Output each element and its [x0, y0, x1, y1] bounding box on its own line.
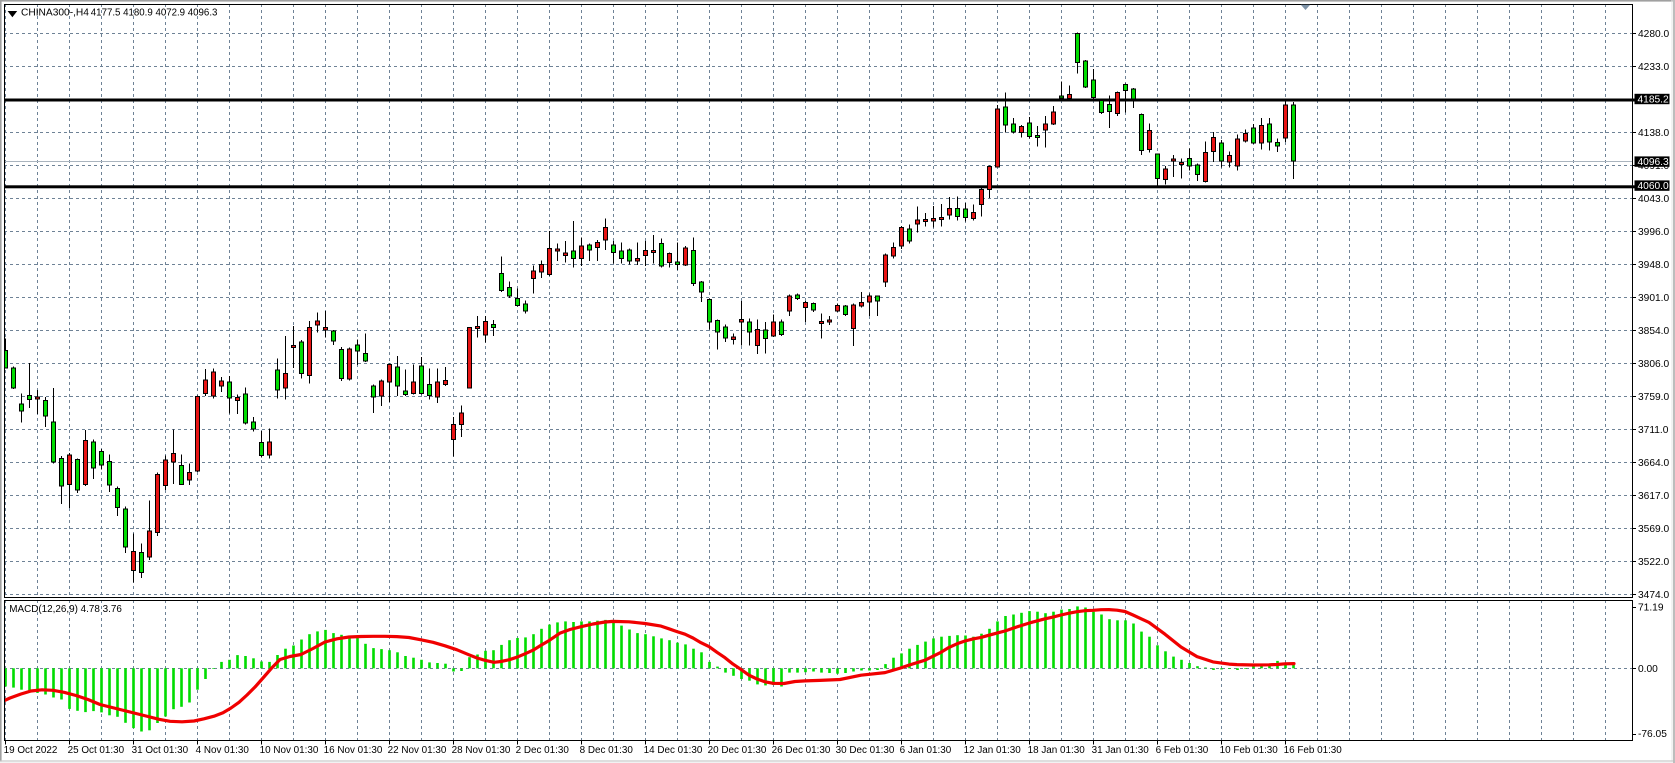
svg-text:12 Jan 01:30: 12 Jan 01:30	[964, 745, 1022, 756]
svg-text:4096.3: 4096.3	[1638, 157, 1669, 168]
svg-text:19 Oct 2022: 19 Oct 2022	[4, 745, 58, 756]
svg-text:4177.5 4180.9 4072.9 4096.3: 4177.5 4180.9 4072.9 4096.3	[91, 7, 218, 18]
svg-text:2 Dec 01:30: 2 Dec 01:30	[516, 745, 570, 756]
svg-text:CHINA300-,H4: CHINA300-,H4	[21, 7, 89, 18]
svg-text:MACD(12,26,9) 4.78 3.76: MACD(12,26,9) 4.78 3.76	[9, 604, 122, 615]
svg-text:6 Feb 01:30: 6 Feb 01:30	[1156, 745, 1209, 756]
svg-text:4043.0: 4043.0	[1638, 194, 1669, 205]
svg-text:4280.0: 4280.0	[1638, 29, 1669, 40]
svg-text:3996.0: 3996.0	[1638, 227, 1669, 238]
svg-text:26 Dec 01:30: 26 Dec 01:30	[772, 745, 831, 756]
svg-text:-76.05: -76.05	[1638, 729, 1667, 740]
svg-text:4138.0: 4138.0	[1638, 128, 1669, 139]
svg-text:3569.0: 3569.0	[1638, 524, 1669, 535]
svg-text:6 Jan 01:30: 6 Jan 01:30	[900, 745, 952, 756]
svg-text:3474.0: 3474.0	[1638, 590, 1669, 601]
svg-text:8 Dec 01:30: 8 Dec 01:30	[580, 745, 634, 756]
svg-text:71.19: 71.19	[1638, 602, 1664, 613]
svg-text:4 Nov 01:30: 4 Nov 01:30	[196, 745, 250, 756]
svg-text:4185.2: 4185.2	[1638, 95, 1669, 106]
svg-text:20 Dec 01:30: 20 Dec 01:30	[708, 745, 767, 756]
svg-text:3948.0: 3948.0	[1638, 260, 1669, 271]
svg-text:3617.0: 3617.0	[1638, 491, 1669, 502]
svg-text:25 Oct 01:30: 25 Oct 01:30	[68, 745, 125, 756]
svg-text:31 Jan 01:30: 31 Jan 01:30	[1092, 745, 1150, 756]
svg-text:14 Dec 01:30: 14 Dec 01:30	[644, 745, 703, 756]
svg-text:3806.0: 3806.0	[1638, 359, 1669, 370]
svg-text:31 Oct 01:30: 31 Oct 01:30	[132, 745, 189, 756]
svg-text:3759.0: 3759.0	[1638, 392, 1669, 403]
svg-text:3854.0: 3854.0	[1638, 326, 1669, 337]
svg-text:10 Feb 01:30: 10 Feb 01:30	[1220, 745, 1279, 756]
svg-text:3901.0: 3901.0	[1638, 293, 1669, 304]
svg-text:16 Nov 01:30: 16 Nov 01:30	[324, 745, 383, 756]
svg-text:3522.0: 3522.0	[1638, 557, 1669, 568]
svg-text:4233.0: 4233.0	[1638, 62, 1669, 73]
svg-text:22 Nov 01:30: 22 Nov 01:30	[388, 745, 447, 756]
svg-text:16 Feb 01:30: 16 Feb 01:30	[1284, 745, 1343, 756]
svg-text:4060.0: 4060.0	[1638, 181, 1669, 192]
svg-text:3711.0: 3711.0	[1638, 425, 1669, 436]
svg-text:0.00: 0.00	[1638, 664, 1658, 675]
svg-text:18 Jan 01:30: 18 Jan 01:30	[1028, 745, 1086, 756]
svg-text:10 Nov 01:30: 10 Nov 01:30	[260, 745, 319, 756]
svg-text:3664.0: 3664.0	[1638, 458, 1669, 469]
svg-text:30 Dec 01:30: 30 Dec 01:30	[836, 745, 895, 756]
svg-text:28 Nov 01:30: 28 Nov 01:30	[452, 745, 511, 756]
